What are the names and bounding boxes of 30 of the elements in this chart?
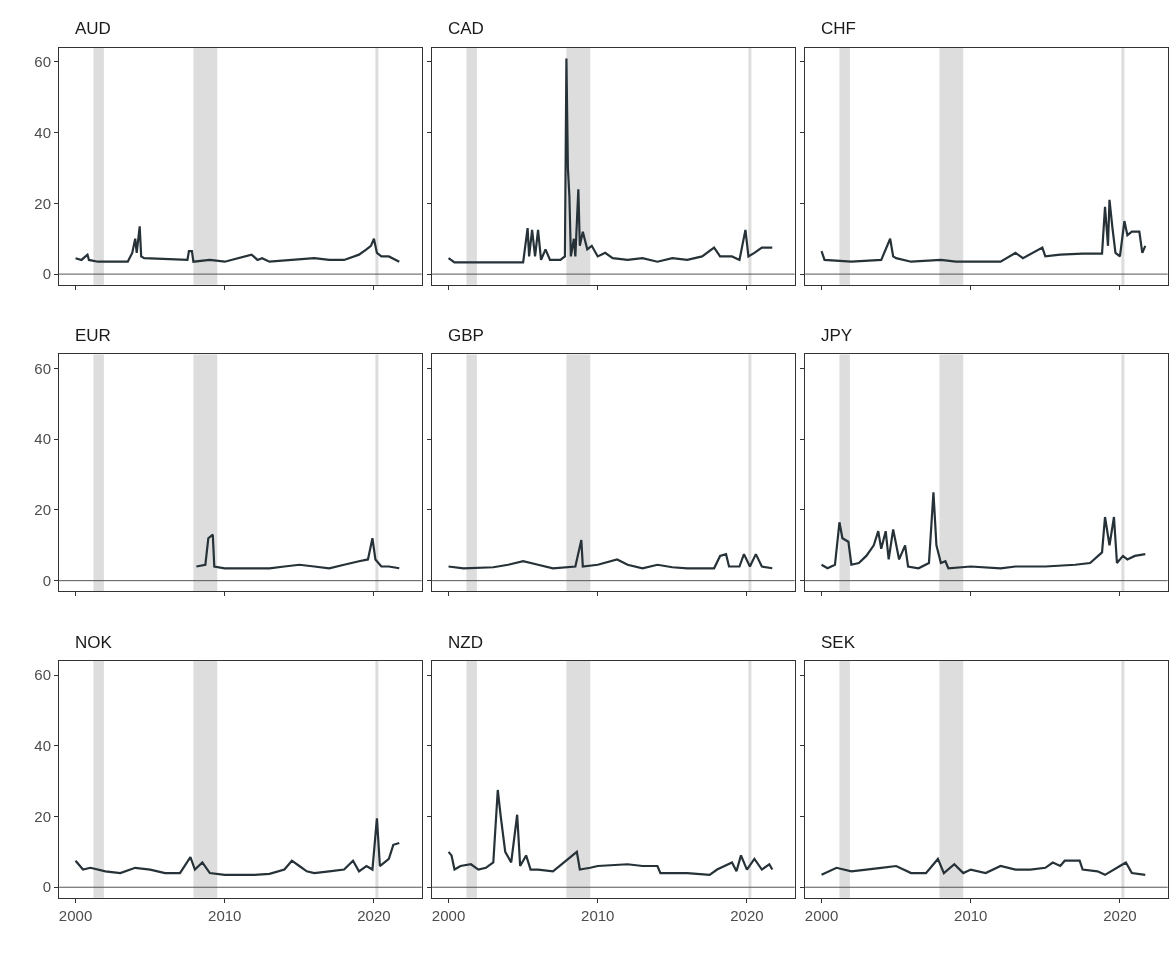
x-tick-label: 2020: [357, 906, 391, 924]
y-tick-label: 60: [34, 359, 52, 377]
y-tick-label: 40: [34, 737, 52, 755]
y-tick-label: 20: [34, 194, 52, 212]
chart-title: JPY: [821, 326, 853, 345]
y-tick-label: 0: [42, 878, 52, 896]
x-tick-label: 2020: [1103, 906, 1137, 924]
chart-title: AUD: [75, 19, 111, 38]
x-tick-label: 2000: [431, 906, 466, 924]
chart-title: GBP: [448, 326, 484, 345]
y-tick-label: 0: [42, 265, 52, 283]
y-tick-label: 40: [34, 123, 52, 141]
y-tick-label: 20: [34, 501, 52, 519]
y-tick-label: 20: [34, 807, 52, 825]
x-tick-label: 2020: [730, 906, 764, 924]
chart-title: SEK: [821, 633, 856, 652]
chart-title: CHF: [821, 19, 856, 38]
chart-title: NOK: [75, 633, 113, 652]
x-tick-label: 2010: [954, 906, 988, 924]
chart-title: NZD: [448, 633, 483, 652]
x-tick-label: 2000: [58, 906, 93, 924]
y-tick-label: 40: [34, 430, 52, 448]
chart-title: CAD: [448, 19, 484, 38]
x-tick-label: 2010: [581, 906, 615, 924]
chart-title: EUR: [75, 326, 111, 345]
y-tick-label: 0: [42, 571, 52, 589]
x-tick-label: 2000: [804, 906, 839, 924]
x-tick-label: 2010: [208, 906, 242, 924]
y-tick-label: 60: [34, 53, 52, 71]
y-tick-label: 60: [34, 666, 52, 684]
